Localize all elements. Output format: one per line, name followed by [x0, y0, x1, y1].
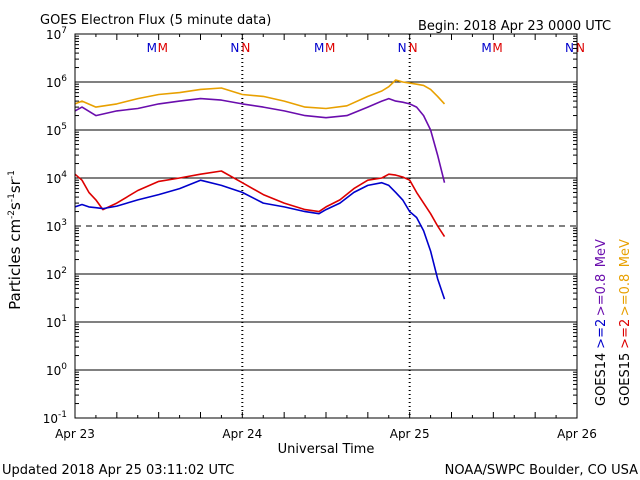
x-tick-labels: Apr 23 Apr 24 Apr 25 Apr 26 [55, 427, 597, 441]
gridlines [75, 34, 577, 418]
series-line [74, 179, 446, 300]
noon-marker: M [314, 41, 324, 55]
legend-column: GOES15 >=2 >=0.8 MeV [618, 239, 633, 406]
noon-marker: N [576, 41, 585, 55]
series-line [74, 97, 446, 183]
credit-label: NOAA/SWPC Boulder, CO USA [445, 463, 638, 478]
legend-entry: GOES15 [618, 353, 633, 406]
updated-label: Updated 2018 Apr 25 03:11:02 UTC [2, 463, 234, 478]
noon-marker: N [409, 41, 418, 55]
y-tick-label: 105 [46, 122, 67, 138]
y-tick-label: 100 [46, 362, 67, 378]
legend-entry: >=0.8 [618, 274, 633, 316]
series-layer [74, 79, 446, 300]
begin-label: Begin: 2018 Apr 23 0000 UTC [418, 19, 611, 34]
y-tick-label: 106 [46, 74, 67, 90]
chart-title: GOES Electron Flux (5 minute data) [40, 13, 271, 28]
x-tick-label: Apr 23 [55, 427, 95, 441]
noon-marker: M [147, 41, 157, 55]
legend-entry: MeV [594, 239, 609, 267]
y-tick-label: 104 [46, 170, 67, 186]
legend-entry: >=2 [618, 319, 633, 349]
noon-marker: N [230, 41, 239, 55]
x-axis-label: Universal Time [278, 442, 375, 457]
y-axis-label: Particles cm-2s-1sr-1 [6, 170, 24, 310]
series-line [74, 79, 446, 110]
x-tick-label: Apr 25 [390, 427, 430, 441]
right-legend: GOES14 >=2 >=0.8 MeV GOES15 >=2 >=0.8 MeV [594, 239, 633, 406]
x-tick-label: Apr 24 [222, 427, 262, 441]
noon-marker: M [325, 41, 335, 55]
noon-marker: N [398, 41, 407, 55]
noon-marker: M [492, 41, 502, 55]
noon-marker: M [481, 41, 491, 55]
y-tick-label: 101 [46, 314, 67, 330]
y-tick-label: 107 [46, 26, 67, 42]
series-line [74, 170, 446, 238]
y-tick-label: 10-1 [43, 410, 67, 426]
y-tick-labels: 107 106 105 104 103 102 101 100 10-1 [43, 26, 68, 426]
legend-column: GOES14 >=2 >=0.8 MeV [594, 239, 609, 406]
legend-entry: >=0.8 [594, 274, 609, 316]
legend-entry: MeV [618, 239, 633, 267]
plot-frame [74, 33, 578, 419]
legend-entry: >=2 [594, 319, 609, 349]
svg-text:Particles cm-2s-1sr-1: Particles cm-2s-1sr-1 [6, 170, 24, 310]
noon-marker: M [158, 41, 168, 55]
y-tick-label: 102 [46, 266, 67, 282]
noon-marker: N [241, 41, 250, 55]
x-tick-label: Apr 26 [557, 427, 597, 441]
y-tick-label: 103 [46, 218, 67, 234]
noon-marker: N [565, 41, 574, 55]
legend-entry: GOES14 [594, 353, 609, 406]
